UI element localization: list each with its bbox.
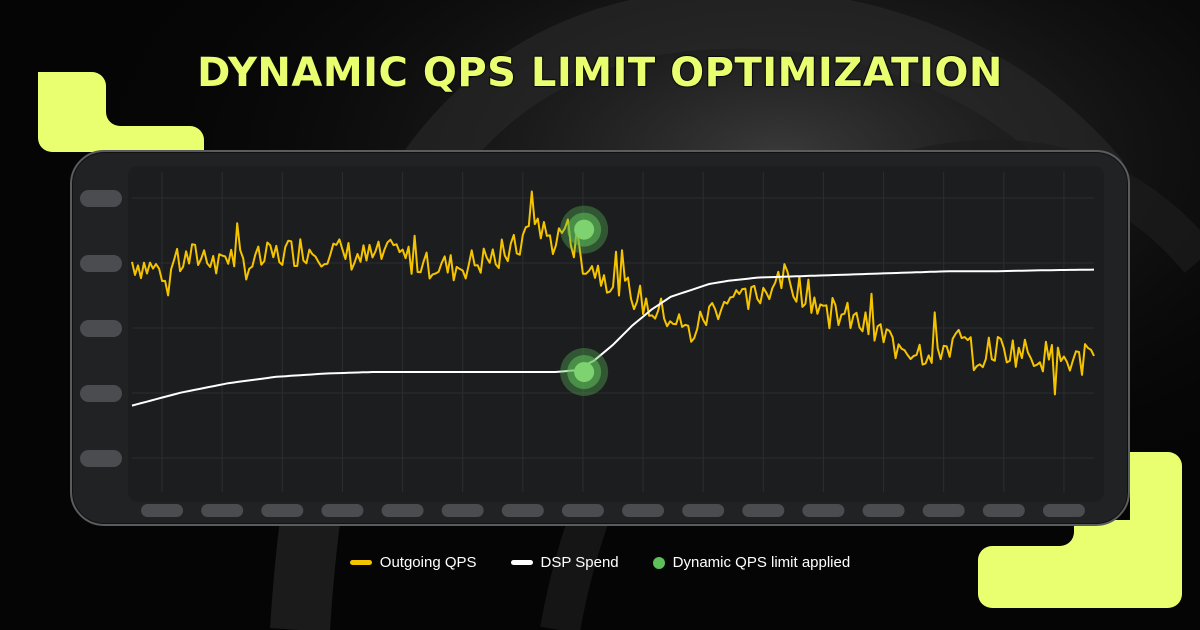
legend-item-dsp-spend: DSP Spend: [510, 554, 619, 571]
x-tick-label: [802, 504, 845, 517]
legend-label-dynamic-qps-limit: Dynamic QPS limit applied: [672, 554, 851, 571]
x-tick-label: [682, 504, 725, 517]
x-tick-label: [862, 504, 905, 517]
y-tick-label: [80, 385, 122, 402]
legend-swatch-dsp-spend: [510, 560, 533, 565]
x-tick-label: [201, 504, 244, 517]
x-tick-label: [441, 504, 484, 517]
y-tick-label: [80, 450, 122, 467]
plot-area: [128, 166, 1104, 502]
legend-item-outgoing-qps: Outgoing QPS: [349, 554, 477, 571]
x-tick-label: [141, 504, 184, 517]
limit-marker-point: [574, 219, 595, 240]
x-tick-label: [321, 504, 364, 517]
y-tick-label: [80, 255, 122, 272]
line-chart: [80, 166, 1104, 517]
legend-item-dynamic-qps-limit: Dynamic QPS limit applied: [652, 554, 851, 571]
legend-label-dsp-spend: DSP Spend: [540, 554, 619, 571]
legend-label-outgoing-qps: Outgoing QPS: [379, 554, 477, 571]
chart-panel: [70, 150, 1130, 526]
x-tick-label: [742, 504, 785, 517]
accent-shape-bottom-right: [978, 452, 1182, 608]
limit-marker-point: [574, 362, 595, 382]
y-tick-label: [80, 320, 122, 337]
x-tick-label: [561, 504, 604, 517]
page-title: DYNAMIC QPS LIMIT OPTIMIZATION: [196, 49, 1003, 97]
x-tick-label: [1042, 504, 1085, 517]
y-tick-label: [80, 190, 122, 207]
chart-legend: Outgoing QPS DSP Spend Dynamic QPS limit…: [0, 554, 1200, 571]
x-tick-label: [501, 504, 544, 517]
x-tick-label: [622, 504, 665, 517]
x-tick-label: [982, 504, 1025, 517]
accent-shape-top-left: [38, 72, 204, 152]
legend-swatch-outgoing-qps: [349, 560, 372, 565]
series-line-outgoing-qps: [131, 190, 1095, 396]
x-tick-label: [261, 504, 304, 517]
series-line-dsp-spend: [131, 268, 1095, 407]
x-tick-label: [922, 504, 965, 517]
legend-swatch-dynamic-qps-limit: [652, 556, 665, 569]
x-tick-label: [381, 504, 424, 517]
